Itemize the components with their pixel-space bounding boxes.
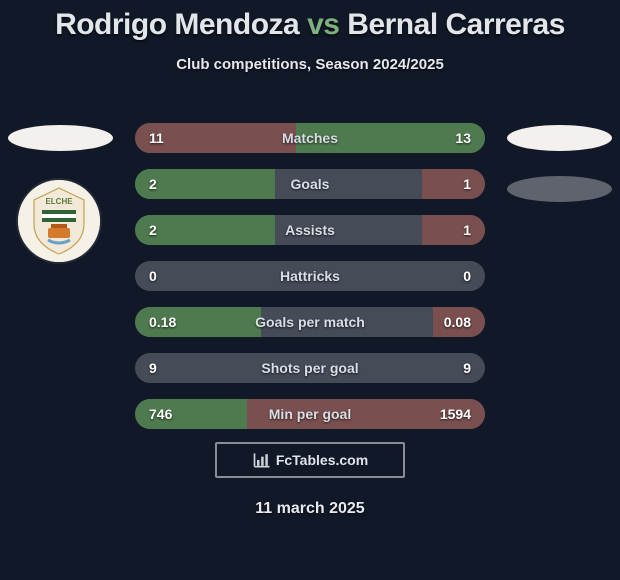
stat-value-left: 2 bbox=[149, 222, 157, 238]
stat-value-left: 746 bbox=[149, 406, 172, 422]
stat-value-right: 1 bbox=[463, 222, 471, 238]
stat-value-right: 1594 bbox=[440, 406, 471, 422]
stat-row: 9 Shots per goal 9 bbox=[135, 353, 485, 383]
stat-row: 2 Goals 1 bbox=[135, 169, 485, 199]
stat-value-right: 13 bbox=[455, 130, 471, 146]
stat-value-left: 0 bbox=[149, 268, 157, 284]
stat-value-right: 1 bbox=[463, 176, 471, 192]
subtitle: Club competitions, Season 2024/2025 bbox=[0, 56, 620, 73]
player2-club-pill-1 bbox=[507, 125, 612, 151]
player1-club-badge: ELCHE bbox=[18, 180, 100, 262]
stat-fill-right bbox=[422, 169, 485, 199]
stat-row: 0 Hattricks 0 bbox=[135, 261, 485, 291]
stat-label: Hattricks bbox=[280, 268, 340, 284]
stat-row: 11 Matches 13 bbox=[135, 123, 485, 153]
svg-text:ELCHE: ELCHE bbox=[45, 197, 73, 206]
stats-table: 11 Matches 13 2 Goals 1 2 Assists 1 0 Hattricks 0 0.… bbox=[135, 123, 485, 445]
stat-row: 2 Assists 1 bbox=[135, 215, 485, 245]
branding-box: FcTables.com bbox=[215, 442, 405, 478]
stat-row: 0.18 Goals per match 0.08 bbox=[135, 307, 485, 337]
stat-label: Goals bbox=[291, 176, 330, 192]
stat-label: Assists bbox=[285, 222, 335, 238]
stat-fill-right bbox=[422, 215, 485, 245]
stat-label: Goals per match bbox=[255, 314, 365, 330]
stat-row: 746 Min per goal 1594 bbox=[135, 399, 485, 429]
branding-label: FcTables.com bbox=[276, 452, 368, 468]
player1-name: Rodrigo Mendoza bbox=[55, 8, 299, 41]
stat-value-left: 9 bbox=[149, 360, 157, 376]
stat-label: Matches bbox=[282, 130, 338, 146]
player2-club-pill-2 bbox=[507, 176, 612, 202]
stat-value-right: 9 bbox=[463, 360, 471, 376]
player2-name: Bernal Carreras bbox=[347, 8, 565, 41]
stat-value-right: 0 bbox=[463, 268, 471, 284]
snapshot-date: 11 march 2025 bbox=[0, 500, 620, 518]
stat-label: Min per goal bbox=[269, 406, 351, 422]
stat-value-right: 0.08 bbox=[444, 314, 471, 330]
stat-label: Shots per goal bbox=[261, 360, 358, 376]
comparison-title: Rodrigo Mendoza vs Bernal Carreras bbox=[0, 0, 620, 42]
player1-club-pill bbox=[8, 125, 113, 151]
stat-value-left: 0.18 bbox=[149, 314, 176, 330]
vs-separator: vs bbox=[307, 8, 339, 41]
stat-value-left: 11 bbox=[149, 130, 164, 146]
chart-icon bbox=[252, 450, 272, 470]
stat-value-left: 2 bbox=[149, 176, 157, 192]
